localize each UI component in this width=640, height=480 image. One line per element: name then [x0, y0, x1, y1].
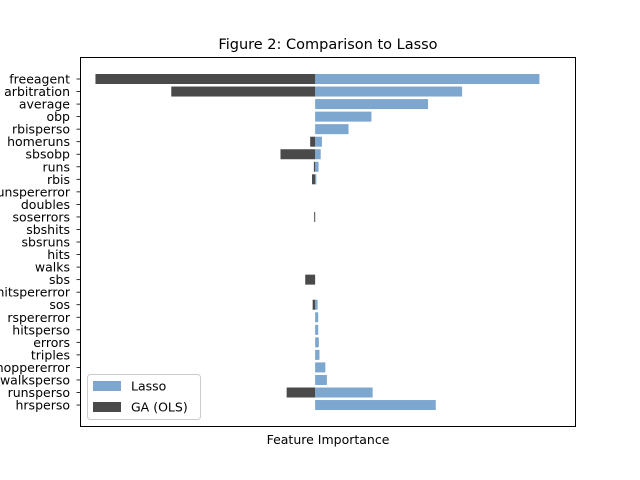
- bar-ga-ols-arbitration: [171, 86, 316, 97]
- bar-ga-ols-homeruns: [310, 136, 316, 147]
- y-tick-label: freeagent: [9, 72, 70, 87]
- y-tick-label: soserrors: [13, 209, 70, 224]
- y-tick-label: runsperеrror: [0, 184, 71, 199]
- y-tick-label: average: [19, 97, 70, 112]
- y-tick-label: rbis: [47, 172, 70, 187]
- y-tick-label: sbsruns: [22, 235, 70, 250]
- legend-swatch-lasso: [93, 381, 121, 391]
- bar-ga-ols-runs: [313, 161, 316, 172]
- chart-title: Figure 2: Comparison to Lasso: [218, 37, 437, 53]
- y-tick-label: rbisperso: [12, 122, 70, 137]
- bar-lasso-hitsperso: [315, 324, 319, 335]
- bar-lasso-rbisperso: [315, 124, 349, 135]
- bar-ga-ols-sos: [312, 299, 316, 310]
- bar-lasso-runs: [315, 161, 319, 172]
- bar-ga-ols-soserrors: [314, 211, 316, 222]
- y-tick-label: sos: [49, 297, 70, 312]
- legend-label-ga-ols: GA (OLS): [131, 400, 188, 415]
- y-tick-label: errors: [33, 335, 70, 350]
- bar-lasso-hoppererror: [315, 362, 326, 373]
- y-tick-label: rsperеrror: [7, 310, 71, 325]
- bar-lasso-runsperso: [315, 387, 373, 398]
- bar-ga-ols-sbsobp: [280, 149, 316, 160]
- y-tick-label: triples: [31, 347, 70, 362]
- bar-lasso-homeruns: [315, 136, 322, 147]
- y-tick-label: hitspererror: [0, 285, 71, 300]
- bar-lasso-hrsperso: [315, 400, 436, 411]
- bar-lasso-sos: [315, 299, 318, 310]
- bar-lasso-average: [315, 99, 429, 110]
- y-tick-label: runsperso: [8, 385, 70, 400]
- y-tick-label: homeruns: [7, 134, 70, 149]
- y-tick-label: hoppererror: [0, 360, 71, 375]
- bar-ga-ols-sbs: [305, 274, 316, 285]
- bar-ga-ols-rbis: [312, 174, 316, 185]
- bar-lasso-errors: [315, 337, 319, 348]
- bar-lasso-obp: [315, 111, 372, 122]
- legend: Lasso GA (OLS): [87, 374, 201, 420]
- y-tick-label: walksperso: [0, 372, 70, 387]
- bar-lasso-triples: [315, 349, 320, 360]
- legend-label-lasso: Lasso: [131, 379, 166, 394]
- y-tick-label: hits: [47, 247, 70, 262]
- bar-ga-ols-freeagent: [95, 74, 316, 84]
- y-tick-label: sbs: [49, 272, 70, 287]
- bar-lasso-rsperеrror: [315, 312, 319, 323]
- y-tick-label: walks: [35, 260, 70, 275]
- y-tick-label: hrsperso: [16, 398, 71, 413]
- y-tick-labels: freeagentarbitrationaverageobprbispersoh…: [0, 72, 80, 413]
- bar-lasso-arbitration: [315, 86, 463, 97]
- bar-ga-ols-runsperso: [286, 387, 316, 398]
- bar-lasso-sbsobp: [315, 149, 321, 160]
- y-tick-label: sbshits: [26, 222, 70, 237]
- y-tick-label: arbitration: [4, 84, 70, 99]
- bar-lasso-rbis: [315, 174, 317, 185]
- y-tick-label: doubles: [21, 197, 70, 212]
- x-axis-label: Feature Importance: [267, 432, 390, 447]
- bars-group: [95, 74, 540, 411]
- plot-frame: [80, 57, 576, 427]
- y-tick-label: runs: [43, 159, 71, 174]
- bar-lasso-walksperso: [315, 374, 327, 385]
- y-tick-label: sbsobp: [26, 147, 71, 162]
- legend-swatch-ga-ols: [93, 402, 121, 412]
- y-tick-label: obp: [46, 109, 70, 124]
- y-tick-label: hitsperso: [12, 322, 70, 337]
- bar-lasso-freeagent: [315, 74, 540, 84]
